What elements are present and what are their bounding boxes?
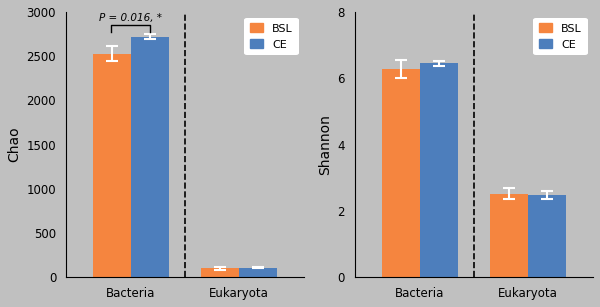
Bar: [131, 37, 169, 277]
Bar: [528, 195, 566, 277]
Bar: [490, 194, 528, 277]
Bar: [201, 269, 239, 277]
Text: P = 0.016, *: P = 0.016, *: [100, 14, 163, 23]
Legend: BSL, CE: BSL, CE: [533, 17, 587, 55]
Bar: [382, 69, 420, 277]
Bar: [239, 268, 277, 277]
Y-axis label: Chao: Chao: [7, 127, 21, 162]
Legend: BSL, CE: BSL, CE: [244, 17, 299, 55]
Bar: [93, 53, 131, 277]
Bar: [420, 63, 458, 277]
Y-axis label: Shannon: Shannon: [318, 114, 332, 175]
